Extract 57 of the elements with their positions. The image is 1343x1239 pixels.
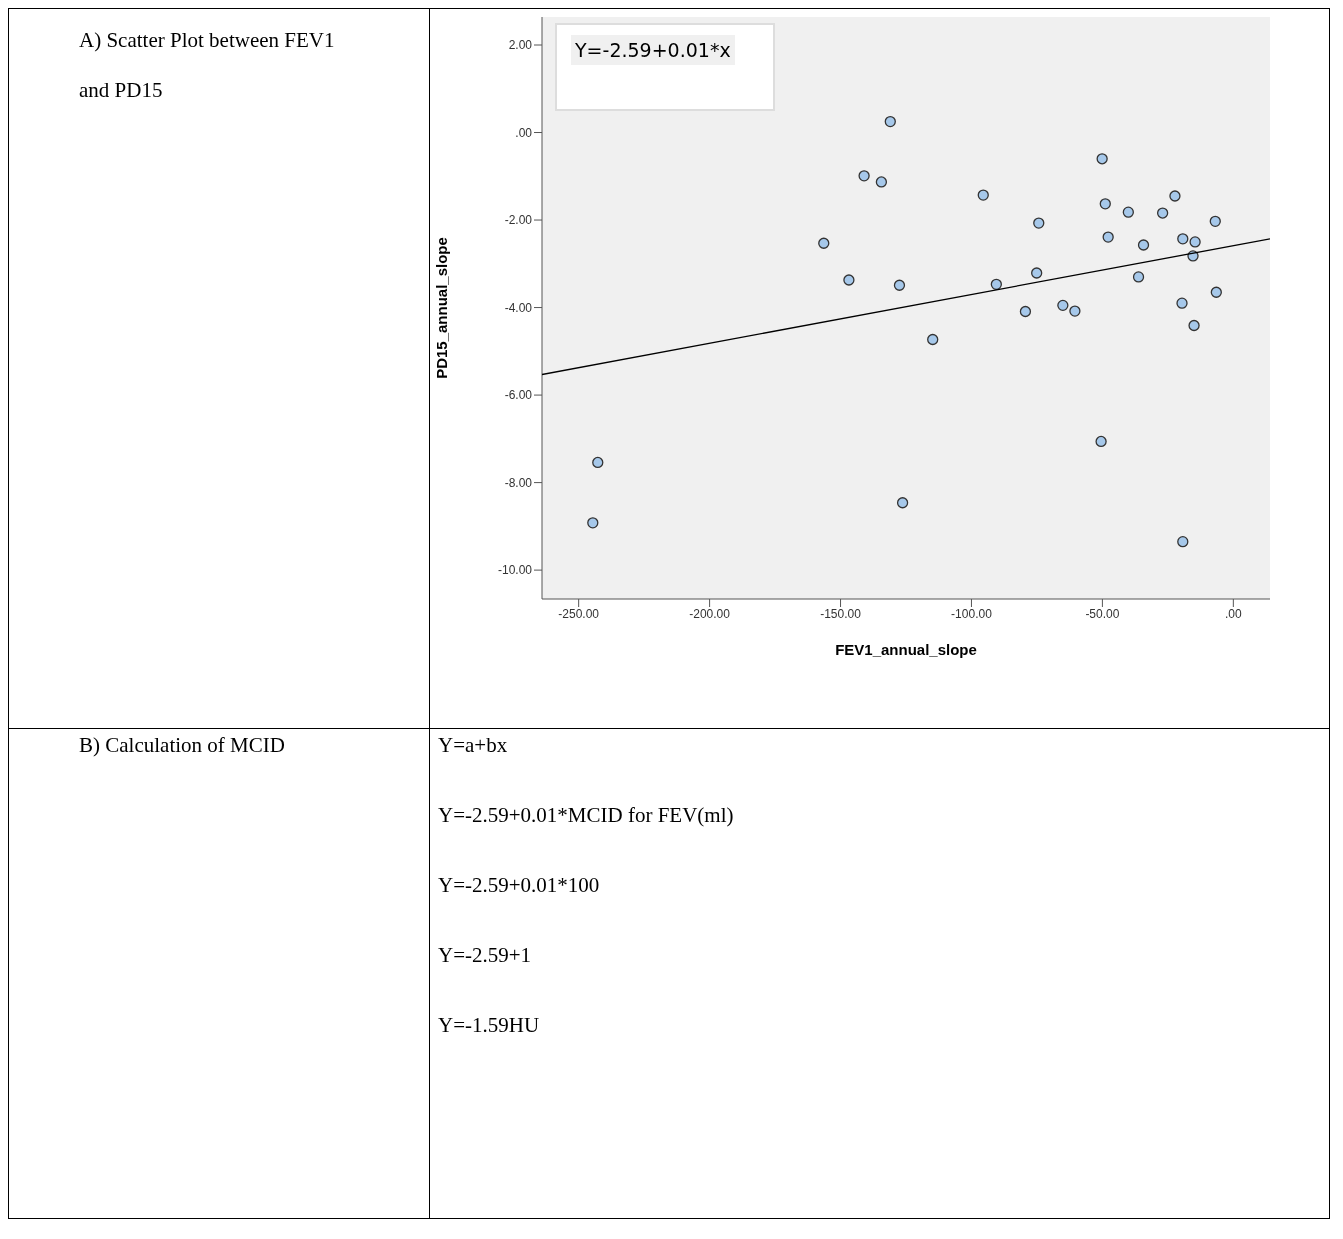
- text: Y=-1.59HU: [438, 1013, 541, 1039]
- chart-title: A) Scatter Plot between FEV1 and PD15: [79, 28, 335, 102]
- y-tick-label: 2.00: [508, 38, 533, 53]
- text: Y=-2.59+1: [438, 943, 533, 969]
- point: [1188, 319, 1200, 332]
- point: [1096, 153, 1108, 165]
- point: [1102, 231, 1114, 243]
- x-tick-label: -150.00: [820, 606, 862, 621]
- point: [1156, 207, 1169, 219]
- point: [1069, 305, 1081, 317]
- y-tick-label: -4.00: [504, 300, 533, 315]
- point: [1099, 198, 1111, 210]
- text: Y=-2.59+0.01*100: [438, 873, 601, 899]
- annotation: Y=-2.59+0.01*x: [571, 35, 735, 65]
- text: B) Calculation of MCID: [8, 728, 430, 1219]
- point: [1031, 267, 1043, 279]
- point: [1137, 239, 1150, 251]
- point: [818, 237, 830, 249]
- point: [1177, 536, 1189, 548]
- point: [1177, 233, 1189, 245]
- x-tick-label: -50.00: [1085, 606, 1120, 621]
- point: [1189, 236, 1201, 248]
- x-tick-label: .00: [1224, 606, 1242, 621]
- point: [1132, 271, 1145, 283]
- point: [1033, 217, 1045, 229]
- point: [927, 333, 939, 346]
- point: [896, 497, 909, 509]
- point: [1057, 299, 1069, 312]
- point: [592, 456, 604, 469]
- y-tick-label: -8.00: [504, 475, 533, 490]
- point: [843, 274, 855, 286]
- point: [1019, 305, 1032, 318]
- point: [893, 279, 906, 291]
- point: [1210, 286, 1222, 298]
- point: [990, 278, 1002, 291]
- equation-box: Y=-2.59+0.01*x: [555, 23, 775, 111]
- point: [1209, 215, 1221, 228]
- point: [587, 517, 599, 529]
- x-axis-title: FEV1_annual_slope: [835, 641, 977, 658]
- point: [1176, 297, 1188, 309]
- text: Y=a+bx: [438, 733, 509, 759]
- point: [884, 115, 896, 128]
- point: [1095, 435, 1107, 448]
- x-tick-label: -200.00: [689, 606, 731, 621]
- point: [1122, 206, 1134, 218]
- point: [1169, 190, 1181, 202]
- point: [977, 189, 989, 201]
- y-tick-label: -2.00: [504, 213, 533, 228]
- x-tick-label: -250.00: [558, 606, 600, 621]
- y-tick-label: -6.00: [504, 388, 533, 403]
- text: Y=-2.59+0.01*MCID for FEV(ml): [438, 803, 735, 829]
- y-axis-title: PD15_annual_slope: [433, 237, 451, 379]
- y-tick-label: -10.00: [497, 563, 533, 578]
- point: [858, 170, 870, 182]
- y-tick-label: .00: [515, 125, 533, 140]
- point: [875, 176, 888, 188]
- x-tick-label: -100.00: [951, 606, 993, 621]
